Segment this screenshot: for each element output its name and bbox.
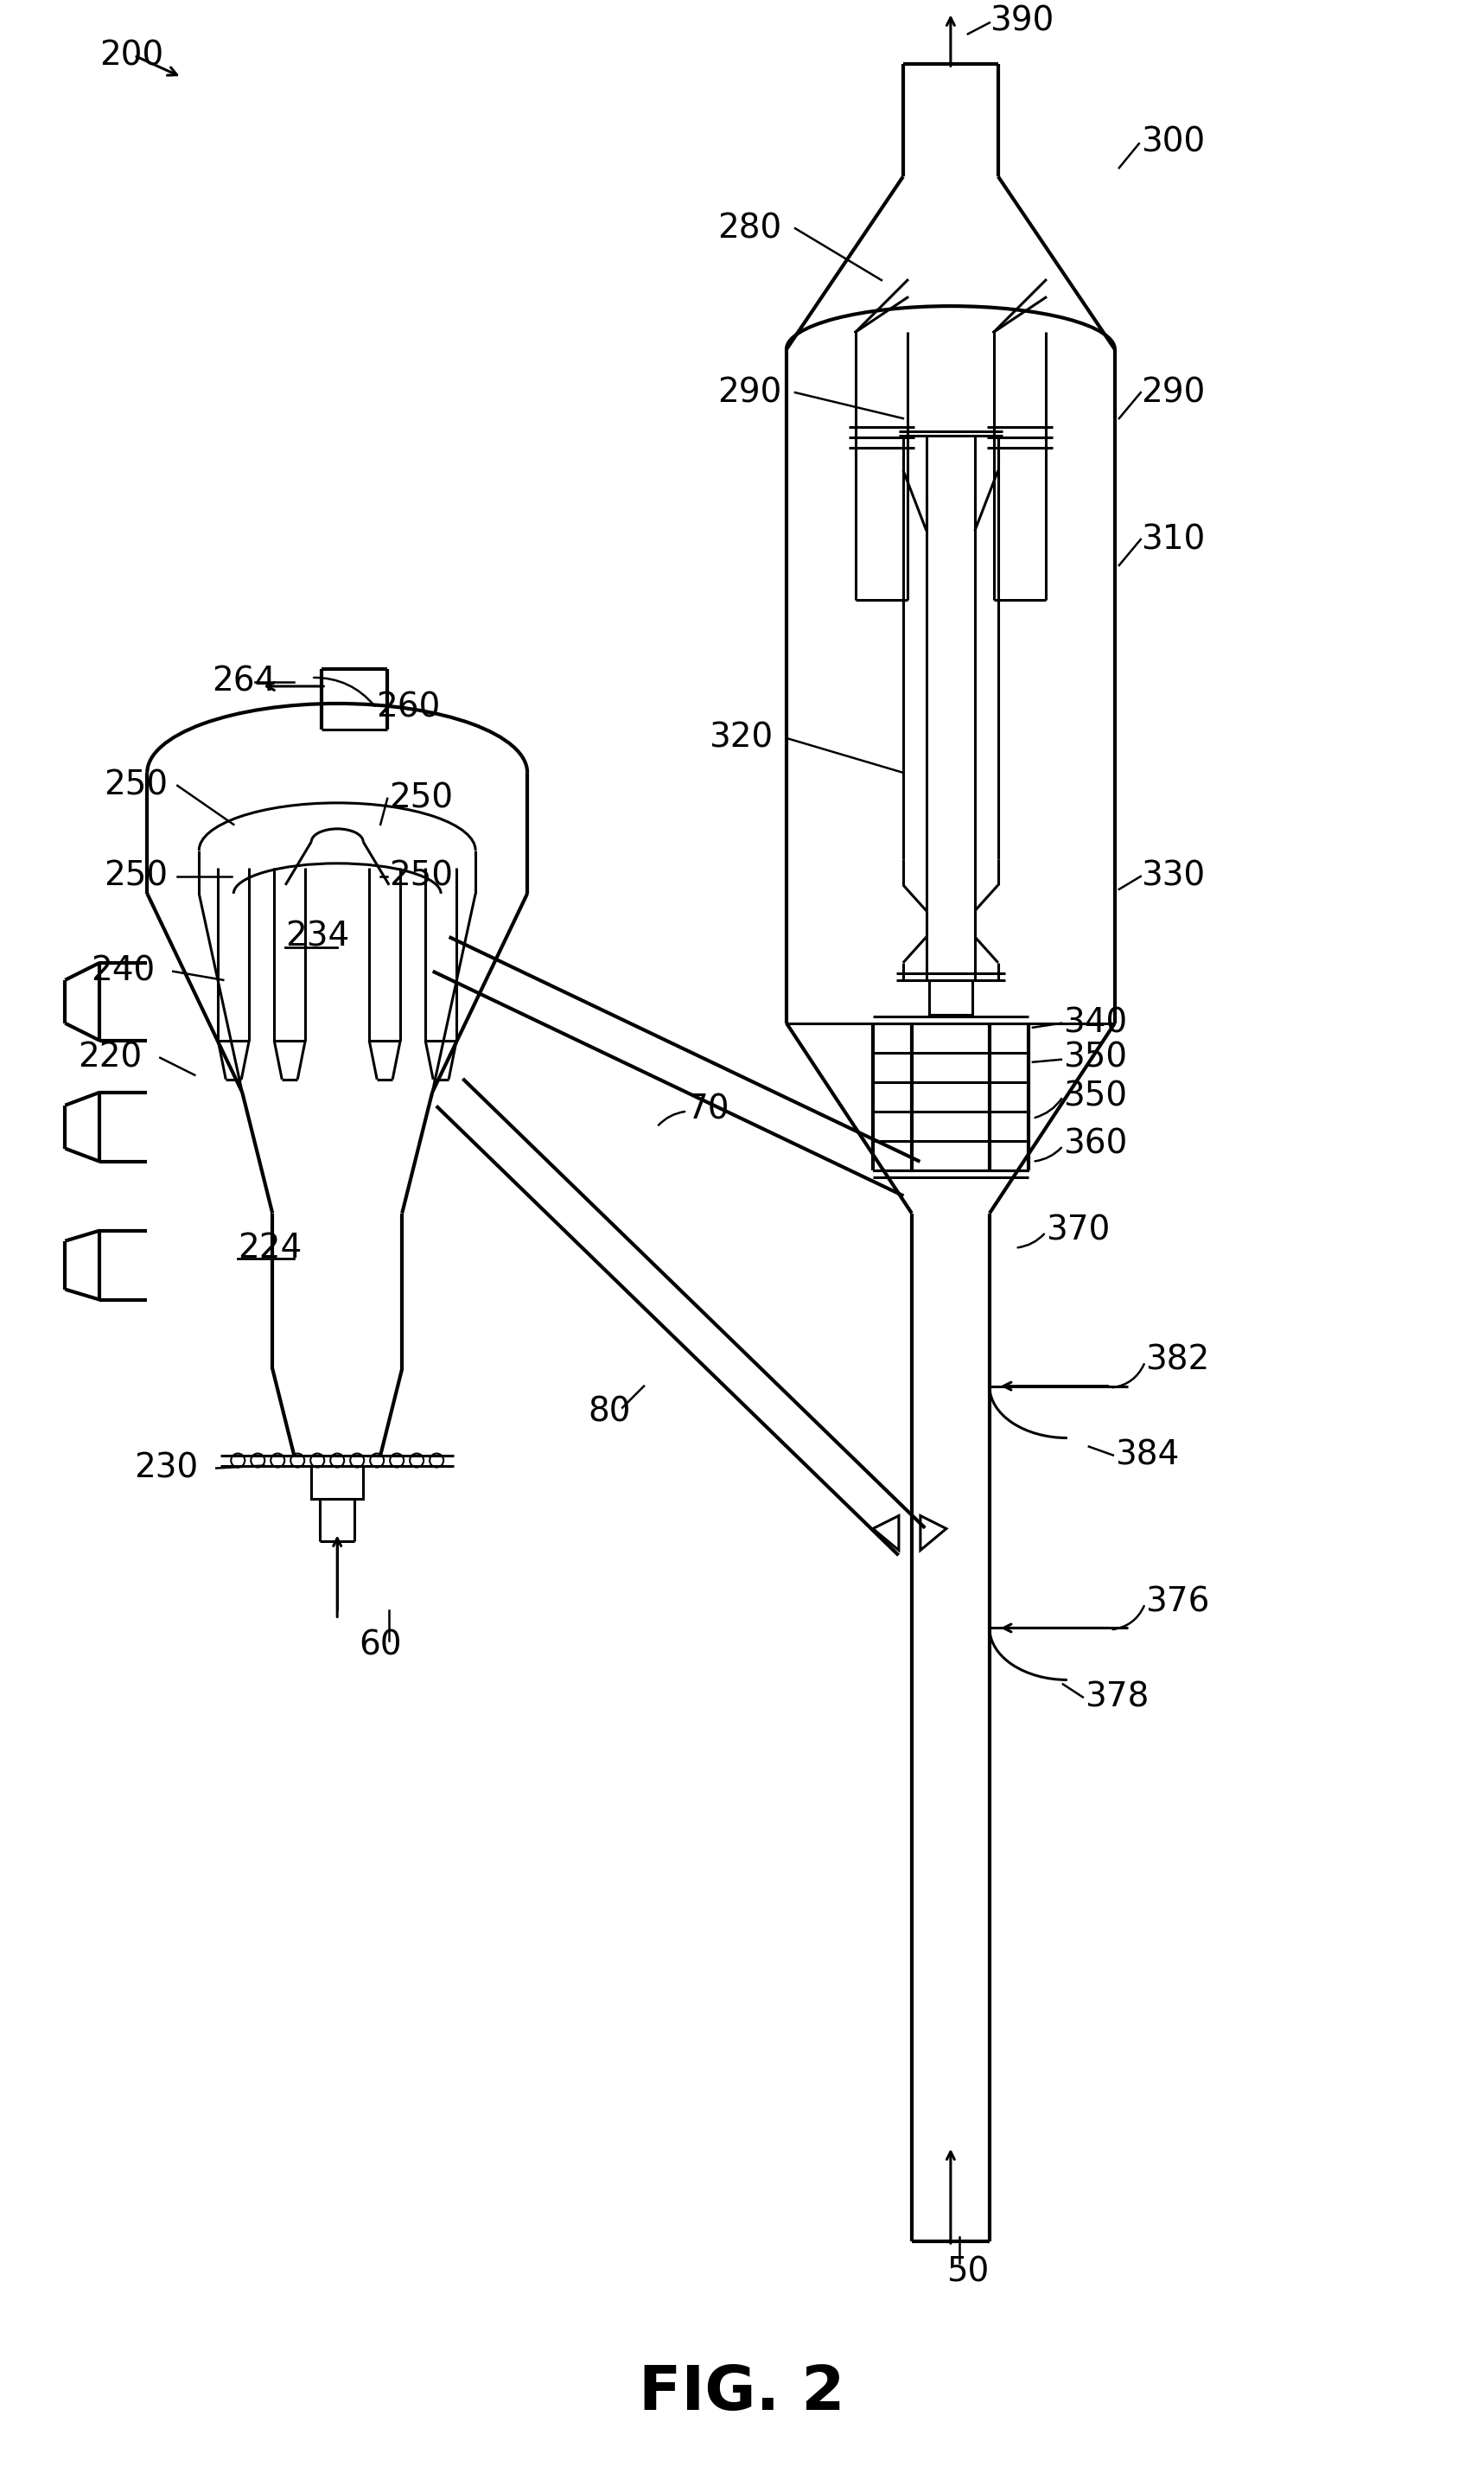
Text: 320: 320 [709, 723, 773, 755]
Text: 330: 330 [1141, 860, 1205, 892]
Text: 220: 220 [79, 1042, 142, 1074]
Text: 70: 70 [687, 1094, 730, 1126]
Text: 310: 310 [1141, 523, 1205, 556]
Text: 300: 300 [1141, 125, 1205, 159]
Text: 80: 80 [588, 1396, 631, 1428]
Text: 260: 260 [375, 690, 441, 725]
Text: 350: 350 [1063, 1042, 1126, 1074]
Text: 376: 376 [1146, 1585, 1209, 1617]
Text: FIG. 2: FIG. 2 [638, 2362, 844, 2422]
Text: 250: 250 [104, 860, 168, 892]
Bar [929, 979, 972, 1014]
Text: 250: 250 [104, 770, 168, 802]
Text: 240: 240 [91, 954, 156, 987]
Text: 378: 378 [1085, 1680, 1149, 1714]
Text: 250: 250 [389, 860, 453, 892]
Text: 60: 60 [359, 1630, 402, 1662]
Text: 370: 370 [1046, 1214, 1110, 1246]
Text: 230: 230 [134, 1453, 199, 1485]
Text: 280: 280 [717, 212, 782, 244]
Text: 360: 360 [1063, 1129, 1128, 1161]
Text: 382: 382 [1146, 1343, 1209, 1376]
Text: 350: 350 [1063, 1079, 1126, 1114]
Text: 384: 384 [1114, 1438, 1178, 1473]
Text: 224: 224 [237, 1231, 303, 1263]
Text: 390: 390 [990, 5, 1054, 37]
Text: 290: 290 [1141, 376, 1205, 409]
Text: 50: 50 [947, 2255, 988, 2288]
Text: 234: 234 [285, 920, 350, 954]
Text: 250: 250 [389, 782, 453, 815]
Text: 264: 264 [212, 665, 276, 698]
Bar [312, 1465, 364, 1498]
Text: 290: 290 [717, 376, 782, 409]
Text: 200: 200 [99, 40, 163, 72]
Text: 340: 340 [1063, 1007, 1128, 1039]
